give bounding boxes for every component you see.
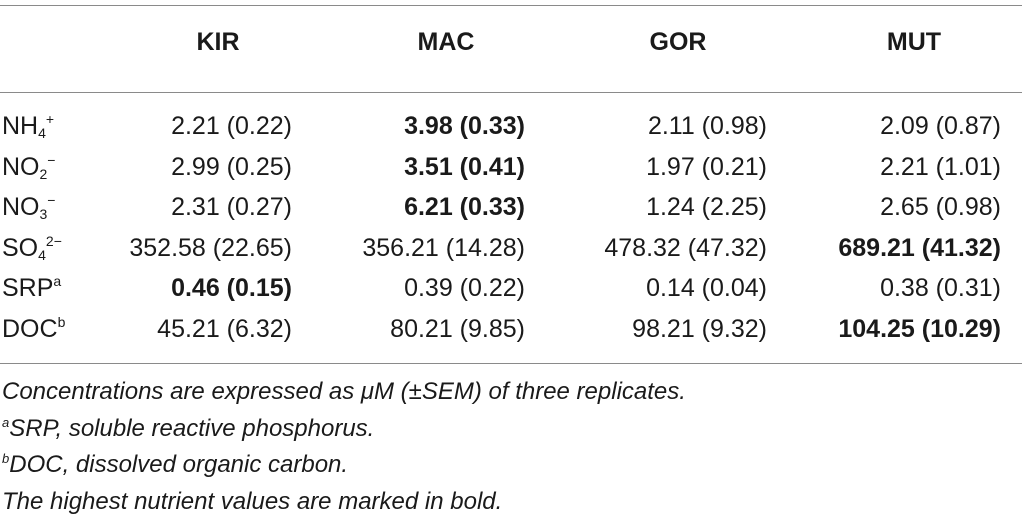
table-top-rule	[0, 5, 1022, 6]
row-label: NO3−	[2, 192, 56, 222]
row-label: SRPa	[2, 273, 62, 302]
table-cell: 2.65 (0.98)	[880, 193, 1001, 221]
footnote-units: Concentrations are expressed as μM (±SEM…	[2, 378, 686, 405]
table-cell: 80.21 (9.85)	[390, 314, 525, 343]
table-cell: 689.21 (41.32)	[838, 233, 1001, 262]
table-row: NO2− 2.99 (0.25) 3.51 (0.41) 1.97 (0.21)…	[0, 147, 1022, 188]
table-header: KIR MAC GOR MUT	[0, 28, 1022, 64]
table-cell: 356.21 (14.28)	[362, 233, 525, 262]
column-header-mac: MAC	[417, 28, 475, 56]
footnote-bold: The highest nutrient values are marked i…	[2, 487, 503, 515]
table-cell: 1.24 (2.25)	[646, 193, 767, 221]
table-cell: 2.09 (0.87)	[880, 112, 1001, 140]
row-label: DOCb	[2, 313, 66, 343]
table-cell: 2.99 (0.25)	[171, 152, 292, 181]
table-cell: 352.58 (22.65)	[129, 233, 292, 262]
table-cell: 45.21 (6.32)	[157, 314, 292, 343]
table-cell: 3.51 (0.41)	[404, 152, 525, 181]
row-label: NO2−	[2, 151, 56, 182]
table-row: NO3− 2.31 (0.27) 6.21 (0.33) 1.24 (2.25)…	[0, 187, 1022, 228]
table-cell: 0.38 (0.31)	[880, 274, 1001, 302]
table-cell: 6.21 (0.33)	[404, 193, 525, 221]
table-cell: 0.14 (0.04)	[646, 274, 767, 302]
footnote-srp: aSRP, soluble reactive phosphorus.	[2, 414, 375, 442]
row-label: NH4+	[2, 111, 55, 141]
table-cell: 104.25 (10.29)	[838, 314, 1001, 343]
table-header-rule	[0, 92, 1022, 93]
table-cell: 2.21 (1.01)	[880, 152, 1001, 181]
footnote-doc: bDOC, dissolved organic carbon.	[2, 451, 349, 478]
row-label: SO42−	[2, 232, 62, 263]
table-row: DOCb 45.21 (6.32) 80.21 (9.85) 98.21 (9.…	[0, 309, 1022, 350]
table-footnotes: Concentrations are expressed as μM (±SEM…	[2, 374, 1012, 520]
table-cell: 98.21 (9.32)	[632, 314, 767, 343]
table-cell: 3.98 (0.33)	[404, 112, 525, 140]
table-cell: 2.21 (0.22)	[171, 112, 292, 140]
table-row: NH4+ 2.21 (0.22) 3.98 (0.33) 2.11 (0.98)…	[0, 106, 1022, 147]
column-header-gor: GOR	[649, 28, 707, 56]
column-header-mut: MUT	[886, 28, 942, 56]
table-row: SRPa 0.46 (0.15) 0.39 (0.22) 0.14 (0.04)…	[0, 268, 1022, 309]
table-cell: 0.39 (0.22)	[404, 274, 525, 302]
table-cell: 2.11 (0.98)	[647, 112, 767, 140]
table-body: NH4+ 2.21 (0.22) 3.98 (0.33) 2.11 (0.98)…	[0, 106, 1022, 349]
table-cell: 1.97 (0.21)	[646, 152, 767, 181]
table-bottom-rule	[0, 363, 1022, 364]
column-header-kir: KIR	[196, 28, 240, 56]
table-cell: 478.32 (47.32)	[604, 233, 767, 262]
table-cell: 2.31 (0.27)	[171, 193, 292, 221]
table-cell: 0.46 (0.15)	[171, 274, 292, 302]
table-row: SO42− 352.58 (22.65) 356.21 (14.28) 478.…	[0, 228, 1022, 269]
